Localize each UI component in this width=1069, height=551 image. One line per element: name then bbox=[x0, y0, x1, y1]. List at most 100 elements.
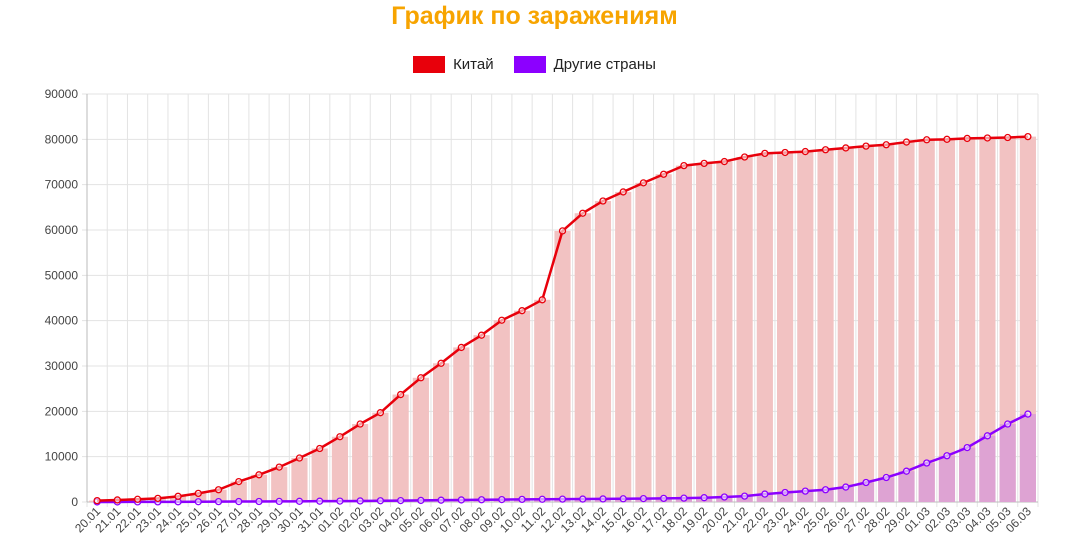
bar-china bbox=[534, 299, 551, 502]
bar-china bbox=[250, 474, 268, 502]
legend-item-china[interactable]: Китай bbox=[413, 56, 494, 73]
bar-china bbox=[918, 139, 935, 502]
point-other bbox=[295, 497, 304, 505]
point-other bbox=[1024, 410, 1032, 418]
bar-china bbox=[493, 320, 510, 502]
bar-china bbox=[776, 152, 794, 503]
bar-other bbox=[979, 435, 996, 502]
point-other bbox=[902, 467, 911, 475]
legend-swatch-other bbox=[513, 56, 546, 73]
bar-other bbox=[938, 455, 956, 502]
point-other bbox=[498, 495, 506, 504]
bar-china bbox=[999, 137, 1016, 502]
bar-other bbox=[837, 487, 854, 502]
bar-china bbox=[291, 458, 308, 502]
point-other bbox=[599, 495, 607, 503]
point-other bbox=[720, 493, 729, 501]
point-china bbox=[1024, 132, 1032, 141]
bar-china bbox=[473, 335, 490, 502]
point-china bbox=[396, 390, 405, 399]
point-other bbox=[275, 497, 283, 506]
point-other bbox=[842, 483, 850, 491]
point-china bbox=[842, 144, 850, 152]
point-china bbox=[457, 343, 465, 352]
point-china bbox=[882, 141, 890, 149]
point-other bbox=[1003, 420, 1012, 428]
point-other bbox=[923, 459, 931, 467]
bar-other bbox=[918, 463, 935, 502]
point-other bbox=[619, 495, 627, 503]
point-china bbox=[255, 471, 263, 479]
point-other bbox=[639, 494, 648, 503]
bar-china bbox=[959, 138, 976, 502]
bar-china bbox=[230, 481, 247, 502]
point-other bbox=[336, 497, 344, 505]
point-china bbox=[700, 159, 708, 168]
point-china bbox=[720, 157, 729, 166]
point-other bbox=[680, 494, 688, 502]
bar-china bbox=[716, 161, 733, 502]
bar-china bbox=[878, 144, 895, 503]
point-other bbox=[740, 492, 749, 500]
point-other bbox=[477, 496, 486, 504]
bar-china bbox=[696, 163, 713, 503]
bar-other bbox=[878, 477, 895, 502]
bar-china bbox=[1019, 136, 1036, 502]
bar-china bbox=[857, 146, 875, 502]
point-other bbox=[194, 498, 202, 506]
bar-china bbox=[372, 412, 389, 502]
point-china bbox=[761, 149, 769, 158]
point-china bbox=[113, 496, 122, 504]
point-china bbox=[437, 359, 445, 367]
point-other bbox=[235, 497, 243, 506]
point-china bbox=[639, 179, 648, 187]
y-tick-label: 90000 bbox=[45, 87, 79, 101]
legend-item-other[interactable]: Другие страны bbox=[513, 56, 656, 73]
point-china bbox=[801, 147, 809, 156]
point-china bbox=[963, 134, 971, 143]
point-other bbox=[801, 487, 809, 495]
point-other bbox=[316, 497, 324, 505]
point-china bbox=[558, 227, 567, 235]
y-tick-label: 0 bbox=[71, 495, 78, 509]
point-other bbox=[558, 495, 567, 503]
legend-swatch-china bbox=[413, 56, 446, 73]
bar-china bbox=[898, 142, 915, 502]
bar-china bbox=[756, 153, 773, 503]
bar-china bbox=[190, 493, 207, 502]
bar-china bbox=[797, 151, 814, 502]
point-china bbox=[295, 454, 304, 462]
point-china bbox=[194, 489, 202, 498]
bar-china bbox=[513, 310, 531, 502]
point-china bbox=[781, 148, 789, 157]
bar-china bbox=[817, 149, 834, 502]
point-china bbox=[902, 138, 911, 146]
point-china bbox=[518, 307, 526, 315]
chart-title: График по заражениям bbox=[391, 2, 678, 30]
point-other bbox=[882, 473, 890, 482]
point-china bbox=[599, 197, 607, 205]
point-other bbox=[862, 478, 870, 487]
point-other bbox=[376, 497, 385, 505]
point-china bbox=[538, 296, 546, 304]
point-china bbox=[417, 374, 425, 382]
legend-label-other: Другие страны bbox=[553, 56, 656, 73]
point-china bbox=[376, 409, 385, 417]
point-other bbox=[518, 495, 526, 504]
bar-other bbox=[776, 492, 794, 502]
point-other bbox=[538, 495, 546, 503]
bar-china bbox=[574, 213, 591, 502]
bar-other bbox=[857, 482, 875, 502]
point-other bbox=[437, 496, 445, 504]
point-china bbox=[133, 495, 142, 503]
point-china bbox=[275, 463, 283, 471]
y-tick-label: 40000 bbox=[45, 314, 79, 328]
bar-china bbox=[331, 436, 349, 502]
legend-label-china: Китай bbox=[453, 56, 494, 73]
bar-china bbox=[453, 347, 470, 502]
point-other bbox=[214, 497, 223, 506]
point-china bbox=[862, 142, 870, 150]
point-china bbox=[740, 153, 749, 161]
bar-china bbox=[210, 489, 227, 502]
